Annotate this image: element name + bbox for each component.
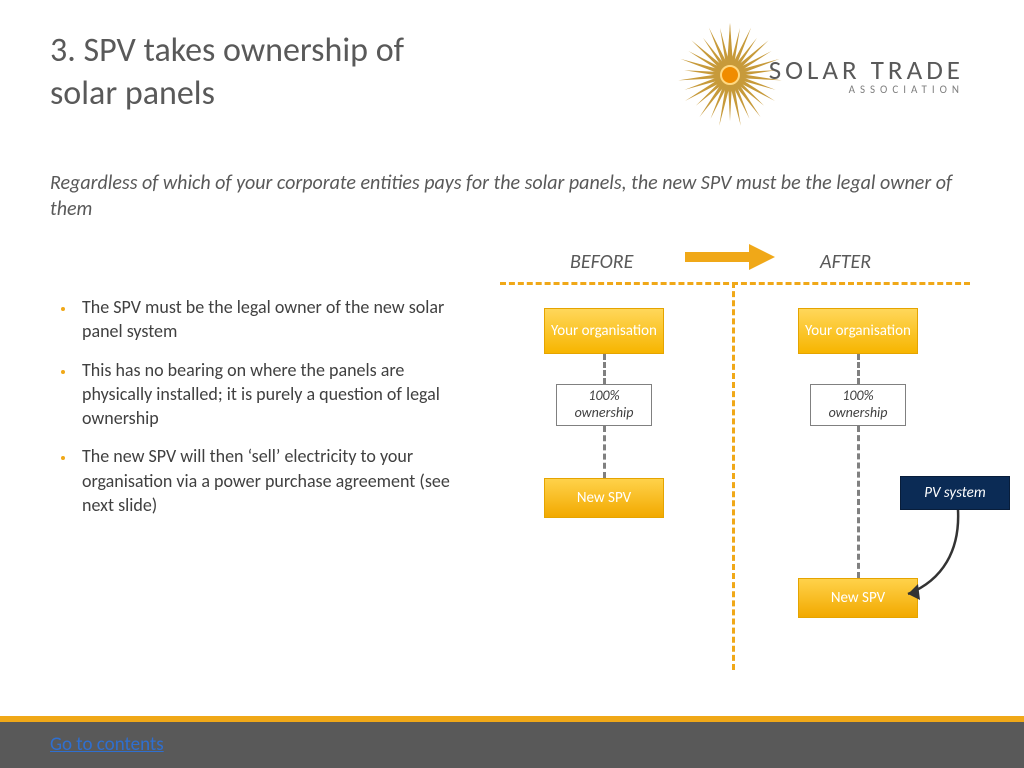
logo-text: SOLAR TRADE ASSOCIATION — [769, 54, 964, 96]
go-to-contents-link[interactable]: Go to contents — [50, 733, 164, 756]
header-before: BEFORE — [570, 250, 633, 274]
after-org-box: Your organisation — [798, 308, 918, 354]
list-item: The SPV must be the legal owner of the n… — [76, 295, 450, 344]
connector — [857, 426, 860, 578]
dashed-divider-horizontal — [500, 282, 970, 285]
arrow-right-icon — [685, 244, 775, 270]
intro-text: Regardless of which of your corporate en… — [50, 170, 970, 222]
logo: SOLAR TRADE ASSOCIATION — [675, 20, 964, 130]
sunburst-icon — [675, 20, 785, 130]
curved-arrow-icon — [898, 510, 978, 610]
list-item: This has no bearing on where the panels … — [76, 358, 450, 431]
header-after: AFTER — [820, 250, 871, 274]
before-after-diagram: BEFORE AFTER Your organisation 100% owne… — [500, 250, 970, 670]
connector — [857, 354, 860, 384]
bullet-list: The SPV must be the legal owner of the n… — [50, 295, 450, 531]
dashed-divider-vertical — [732, 282, 735, 670]
before-org-box: Your organisation — [544, 308, 664, 354]
pv-system-box: PV system — [900, 476, 1010, 510]
after-ownership-box: 100% ownership — [810, 384, 906, 426]
slide: 3. SPV takes ownership of solar panels — [0, 0, 1024, 768]
connector — [603, 354, 606, 384]
slide-title: 3. SPV takes ownership of solar panels — [50, 30, 470, 115]
list-item: The new SPV will then ‘sell’ electricity… — [76, 444, 450, 517]
before-spv-box: New SPV — [544, 478, 664, 518]
before-ownership-box: 100% ownership — [556, 384, 652, 426]
connector — [603, 426, 606, 478]
